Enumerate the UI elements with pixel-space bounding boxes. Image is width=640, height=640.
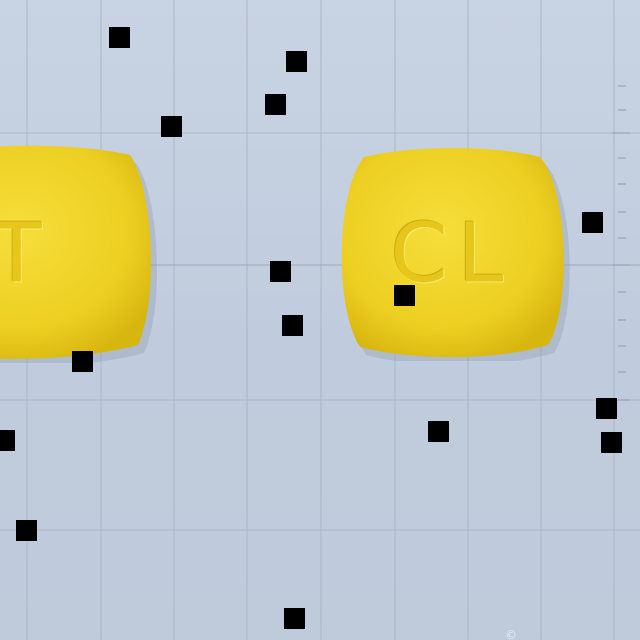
- noise-square: [284, 608, 305, 629]
- noise-square: [601, 432, 622, 453]
- watermark: ©: [505, 628, 517, 640]
- noise-square: [72, 351, 93, 372]
- yellow-pill-cl: CL: [334, 147, 570, 366]
- noise-square: [282, 315, 303, 336]
- ruler-ticks: [612, 85, 630, 401]
- noise-square: [161, 116, 182, 137]
- noise-square: [109, 27, 130, 48]
- noise-square: [394, 285, 415, 306]
- noise-square: [596, 398, 617, 419]
- pill-imprint-cl: CL: [390, 206, 514, 302]
- noise-square: [428, 421, 449, 442]
- pill-imprint-ht: HT: [0, 206, 52, 302]
- noise-square: [582, 212, 603, 233]
- noise-square: [286, 51, 307, 72]
- noise-square: [265, 94, 286, 115]
- noise-square: [0, 430, 15, 451]
- noise-square: [270, 261, 291, 282]
- yellow-pill-ht: HT: [0, 145, 158, 368]
- noise-square: [16, 520, 37, 541]
